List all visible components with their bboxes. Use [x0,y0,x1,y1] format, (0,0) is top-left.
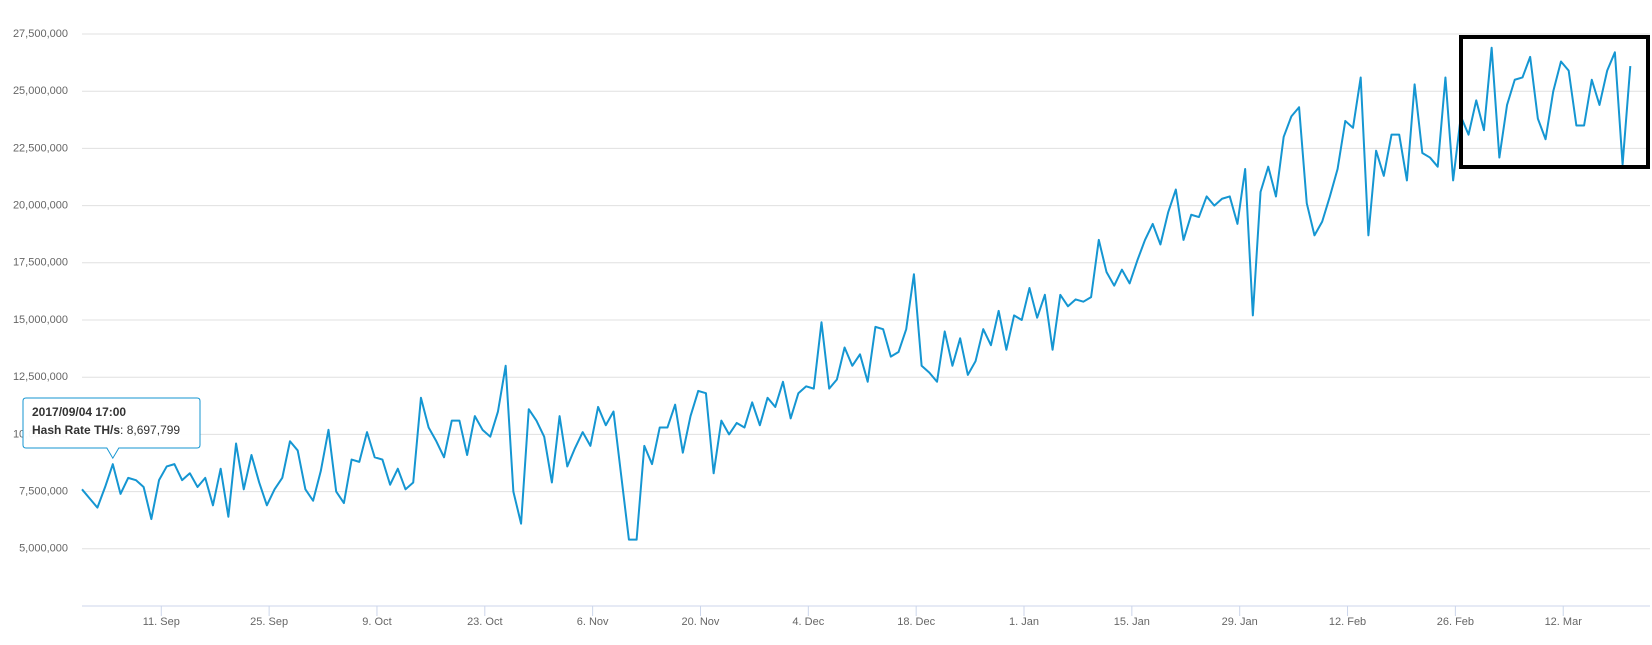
y-tick-label: 17,500,000 [13,257,68,269]
x-tick-label: 11. Sep [143,616,180,628]
plot [81,46,1632,541]
x-tick-label: 23. Oct [467,616,502,628]
tooltip-value: 8,697,799 [127,423,181,437]
x-tick-label: 20. Nov [682,616,720,628]
x-tick-label: 12. Feb [1329,616,1366,628]
x-tick-label: 4. Dec [792,616,824,628]
y-tick-label: 20,000,000 [13,200,68,212]
x-tick-label: 1. Jan [1009,616,1039,628]
x-tick-label: 12. Mar [1545,616,1583,628]
x-tick-label: 15. Jan [1114,616,1150,628]
y-tick-label: 5,000,000 [19,543,68,555]
x-tick-label: 6. Nov [577,616,609,628]
tooltip-row: Hash Rate TH/s: 8,697,799 [32,423,180,437]
x-tick-label: 25. Sep [250,616,288,628]
y-tick-label: 15,000,000 [13,314,68,326]
y-tick-label: 25,000,000 [13,85,68,97]
x-tick-label: 9. Oct [362,616,391,628]
tooltip-series: Hash Rate TH/s [32,423,120,437]
y-tick-label: 7,500,000 [19,486,68,498]
tooltip-date: 2017/09/04 17:00 [32,405,126,419]
tooltip: 2017/09/04 17:00 Hash Rate TH/s: 8,697,7… [22,397,201,460]
highlight-box [1459,35,1650,169]
y-tick-label: 22,500,000 [13,142,68,154]
x-tick-label: 29. Jan [1222,616,1258,628]
y-tick-label: 27,500,000 [13,28,68,40]
x-tick-label: 26. Feb [1437,616,1474,628]
series-line [81,46,1632,541]
x-tick-label: 18. Dec [897,616,935,628]
y-tick-label: 12,500,000 [13,371,68,383]
tooltip-box [22,397,201,460]
grid: 5,000,0007,500,00010,000,00012,500,00015… [13,28,1650,628]
tooltip-sep: : [120,423,127,437]
